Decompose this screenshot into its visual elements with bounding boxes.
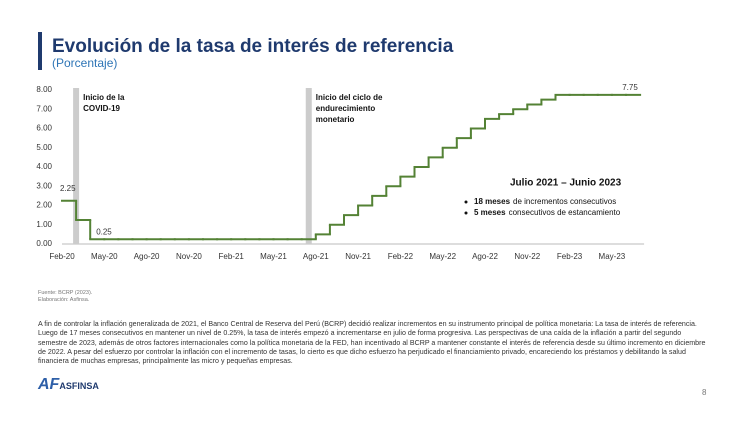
annotation: Inicio de la <box>83 93 125 102</box>
x-tick-label: Feb-20 <box>49 252 75 261</box>
x-tick-label: May-21 <box>260 252 287 261</box>
page-number: 8 <box>702 388 707 397</box>
paragraph: A fin de controlar la inflación generali… <box>38 320 706 366</box>
y-tick-label: 1.00 <box>36 220 52 229</box>
x-tick-label: Ago-22 <box>472 252 498 261</box>
x-tick-label: Feb-23 <box>557 252 583 261</box>
x-tick-label: Ago-20 <box>134 252 160 261</box>
bullet-text: 5 meses consecutivos de estancamiento <box>474 208 621 217</box>
source: Fuente: BCRP (2023). <box>38 290 93 296</box>
logo-mark: AF <box>38 376 60 393</box>
annotation: endurecimiento <box>316 104 376 113</box>
data-label: 2.25 <box>60 184 76 193</box>
bullet-rest: de incrementos consecutivos <box>513 197 616 206</box>
y-tick-label: 2.00 <box>36 201 52 210</box>
annotation: Inicio del ciclo de <box>316 93 383 102</box>
bullet-bold: 5 meses <box>474 208 506 217</box>
y-tick-label: 0.00 <box>36 239 52 248</box>
x-tick-label: May-20 <box>91 252 118 261</box>
source: Elaboración: Asfinsa. <box>38 297 90 303</box>
bullet <box>464 200 468 204</box>
bullet-text: 18 meses de incrementos consecutivos <box>474 197 616 206</box>
chart-subtitle: (Porcentaje) <box>52 56 117 70</box>
logo: AFASFINSA <box>38 376 99 394</box>
x-tick-label: Nov-22 <box>514 252 540 261</box>
bullet <box>464 211 468 215</box>
box-title: Julio 2021 – Junio 2023 <box>510 178 622 189</box>
annotation: monetario <box>316 115 355 124</box>
data-label: 0.25 <box>96 227 112 236</box>
data-label: 7.75 <box>622 83 638 92</box>
x-tick-label: Feb-21 <box>219 252 245 261</box>
annotation: COVID-19 <box>83 104 120 113</box>
bullet-bold: 18 meses <box>474 197 511 206</box>
bullet-rest: consecutivos de estancamiento <box>509 208 621 217</box>
y-tick-label: 8.00 <box>36 85 52 94</box>
chart-title: Evolución de la tasa de interés de refer… <box>52 36 454 57</box>
logo-name: ASFINSA <box>59 381 99 391</box>
event-bar <box>305 88 312 244</box>
y-tick-label: 6.00 <box>36 124 52 133</box>
x-tick-label: Feb-22 <box>388 252 414 261</box>
x-tick-label: May-23 <box>599 252 626 261</box>
title-accent <box>38 32 42 70</box>
y-tick-label: 7.00 <box>36 104 52 113</box>
y-tick-label: 4.00 <box>36 162 52 171</box>
event-bar <box>73 88 80 244</box>
y-tick-label: 3.00 <box>36 181 52 190</box>
x-tick-label: May-22 <box>429 252 456 261</box>
x-tick-label: Nov-21 <box>345 252 371 261</box>
x-tick-label: Ago-21 <box>303 252 329 261</box>
y-tick-label: 5.00 <box>36 143 52 152</box>
x-tick-label: Nov-20 <box>176 252 202 261</box>
